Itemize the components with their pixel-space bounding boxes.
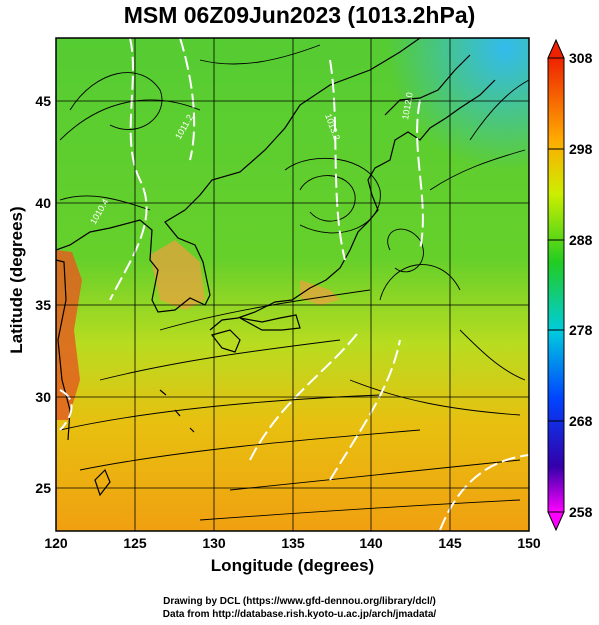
y-tick-label: 40 [35, 195, 51, 211]
x-tick-label: 125 [123, 535, 147, 551]
contour-label: 1012.0 [400, 91, 415, 120]
x-tick-label: 145 [438, 535, 462, 551]
x-tick-labels: 120 125 130 135 140 145 150 [44, 535, 541, 551]
x-axis-label: Longitude (degrees) [210, 556, 375, 575]
colorbar-tick-label: 298 [569, 141, 593, 157]
y-axis-label: Latitude (degrees) [7, 206, 26, 354]
x-tick-label: 130 [202, 535, 226, 551]
coastlines [56, 38, 496, 497]
y-tick-label: 35 [35, 297, 51, 313]
y-tick-labels: 25 30 35 40 45 [35, 93, 51, 496]
credit-drawing: Drawing by DCL (https://www.gfd-dennou.o… [163, 596, 436, 607]
y-tick-label: 30 [35, 389, 51, 405]
y-tick-label: 25 [35, 480, 51, 496]
colorbar-tick-label: 308 [569, 50, 593, 66]
colorbar: 308 298 288 278 268 258 [547, 38, 593, 532]
x-tick-label: 140 [359, 535, 383, 551]
page-title: MSM 06Z09Jun2023 (1013.2hPa) [123, 2, 476, 28]
y-tick-label: 45 [35, 93, 51, 109]
isobars [59, 38, 529, 531]
colorbar-tick-label: 278 [569, 322, 593, 338]
colorbar-tick-label: 268 [569, 413, 593, 429]
x-tick-label: 120 [44, 535, 68, 551]
x-tick-label: 135 [281, 535, 305, 551]
credit-data: Data from http://database.rish.kyoto-u.a… [162, 609, 437, 620]
colorbar-tick-label: 288 [569, 232, 593, 248]
colorbar-tick-label: 258 [569, 504, 593, 520]
x-tick-label: 150 [517, 535, 541, 551]
wind-streamlines [59, 44, 529, 521]
temperature-field [56, 38, 529, 531]
plot-frame [55, 37, 530, 532]
lat-lon-grid [56, 38, 529, 531]
